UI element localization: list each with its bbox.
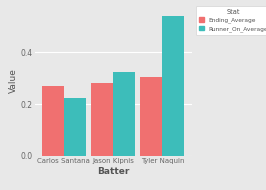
Bar [42, 86, 64, 156]
Bar [91, 83, 113, 156]
Bar [113, 72, 135, 156]
Bar [163, 16, 184, 156]
Bar [140, 77, 163, 156]
Bar [64, 98, 86, 156]
Y-axis label: Value: Value [9, 68, 18, 93]
Legend: Ending_Average, Runner_On_Average: Ending_Average, Runner_On_Average [196, 6, 266, 35]
X-axis label: Batter: Batter [97, 167, 129, 176]
